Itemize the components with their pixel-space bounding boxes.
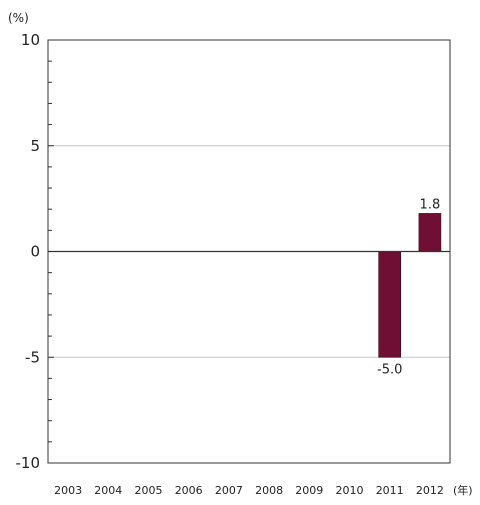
x-tick-label: 2006 xyxy=(175,484,203,497)
y-tick-label: 10 xyxy=(21,31,40,49)
data-label: 1.8 xyxy=(420,197,441,212)
x-tick-label: 2007 xyxy=(215,484,243,497)
bar xyxy=(418,213,442,252)
x-tick-label: 2009 xyxy=(295,484,323,497)
x-tick-label: 2008 xyxy=(255,484,283,497)
bars xyxy=(378,213,442,358)
x-axis-unit: (年) xyxy=(453,483,473,497)
x-tick-label: 2005 xyxy=(135,484,163,497)
x-tick-label: 2011 xyxy=(376,484,404,497)
x-tick-labels: 2003 2004 2005 2006 2007 2008 2009 2010 2011 2012 xyxy=(54,484,444,497)
y-tick-label: -5 xyxy=(25,348,40,366)
bar xyxy=(378,251,402,358)
x-tick-label: 2004 xyxy=(94,484,122,497)
x-tick-label: 2003 xyxy=(54,484,82,497)
y-axis-unit: (%) xyxy=(8,11,29,25)
x-tick-label: 2010 xyxy=(336,484,364,497)
axes xyxy=(47,39,451,464)
y-tick-label: 5 xyxy=(30,137,40,155)
y-tick-labels: 10 5 0 -5 -10 xyxy=(16,31,41,472)
data-label: -5.0 xyxy=(377,362,402,377)
y-tick-label: -10 xyxy=(16,454,41,472)
x-tick-label: 2012 xyxy=(416,484,444,497)
y-tick-label: 0 xyxy=(30,243,40,261)
data-labels: -5.0 1.8 xyxy=(377,197,440,377)
